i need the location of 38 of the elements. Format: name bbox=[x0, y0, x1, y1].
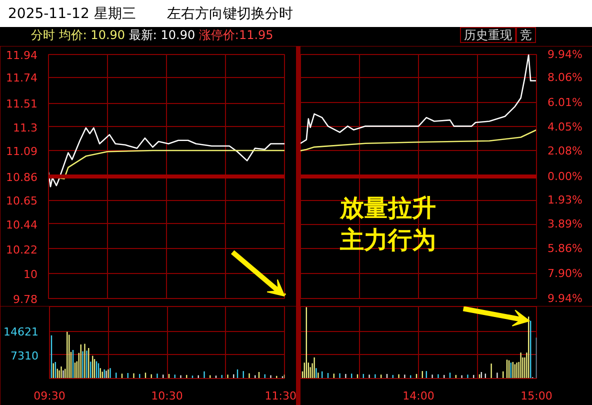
y-tick-label: 4.05% bbox=[548, 120, 582, 134]
y-tick-label: 8.06% bbox=[548, 71, 582, 84]
annotation: 主力行为 bbox=[338, 226, 436, 254]
y-tick-label: 5.86% bbox=[548, 242, 582, 255]
y-tick-label: 11.3 bbox=[13, 121, 38, 134]
chart-title: 2025-11-12 星期三 左右方向键切换分时 bbox=[8, 6, 293, 22]
y-tick-label: 11.94 bbox=[6, 49, 38, 62]
annotation: 放量拉升 bbox=[338, 194, 436, 222]
x-tick-label: 11:30 bbox=[264, 390, 297, 402]
text: 分时 bbox=[31, 28, 55, 42]
x-tick-label: 14:00 bbox=[402, 390, 434, 402]
y-tick-label: 9.94% bbox=[548, 48, 582, 61]
y-tick-label: 0.00% bbox=[548, 170, 582, 183]
y-tick-label: 7310 bbox=[10, 349, 39, 362]
x-tick-label: 15:00 bbox=[520, 390, 552, 402]
text: 竞 bbox=[516, 27, 536, 43]
y-tick-label: 11.51 bbox=[6, 98, 38, 111]
y-tick-label: 14621 bbox=[4, 326, 39, 339]
x-tick-label: 09:30 bbox=[34, 390, 66, 402]
y-tick-label: 2.08% bbox=[548, 144, 582, 158]
y-tick-label: 11.74 bbox=[6, 72, 38, 85]
y-tick-label: 3.89% bbox=[548, 218, 582, 231]
y-tick-label: 1.93% bbox=[548, 194, 582, 207]
y-tick-label: 10.44 bbox=[6, 218, 38, 232]
y-tick-label: 10 bbox=[24, 268, 38, 282]
text: 历史重现 bbox=[460, 27, 516, 43]
y-tick-label: 11.09 bbox=[6, 145, 38, 158]
y-tick-label: 10.22 bbox=[6, 243, 38, 256]
text: 均价: 10.90 bbox=[58, 28, 126, 42]
text: 涨停价:11.95 bbox=[198, 28, 274, 42]
y-tick-label: 10.65 bbox=[6, 194, 38, 208]
y-tick-label: 10.86 bbox=[6, 171, 38, 184]
y-tick-label: 9.94% bbox=[548, 292, 582, 305]
y-tick-label: 7.90% bbox=[548, 266, 582, 280]
text: 最新: 10.90 bbox=[128, 28, 196, 42]
x-tick-label: 10:30 bbox=[151, 390, 183, 402]
y-tick-label: 6.01% bbox=[548, 96, 582, 110]
y-tick-label: 9.78 bbox=[13, 293, 38, 306]
